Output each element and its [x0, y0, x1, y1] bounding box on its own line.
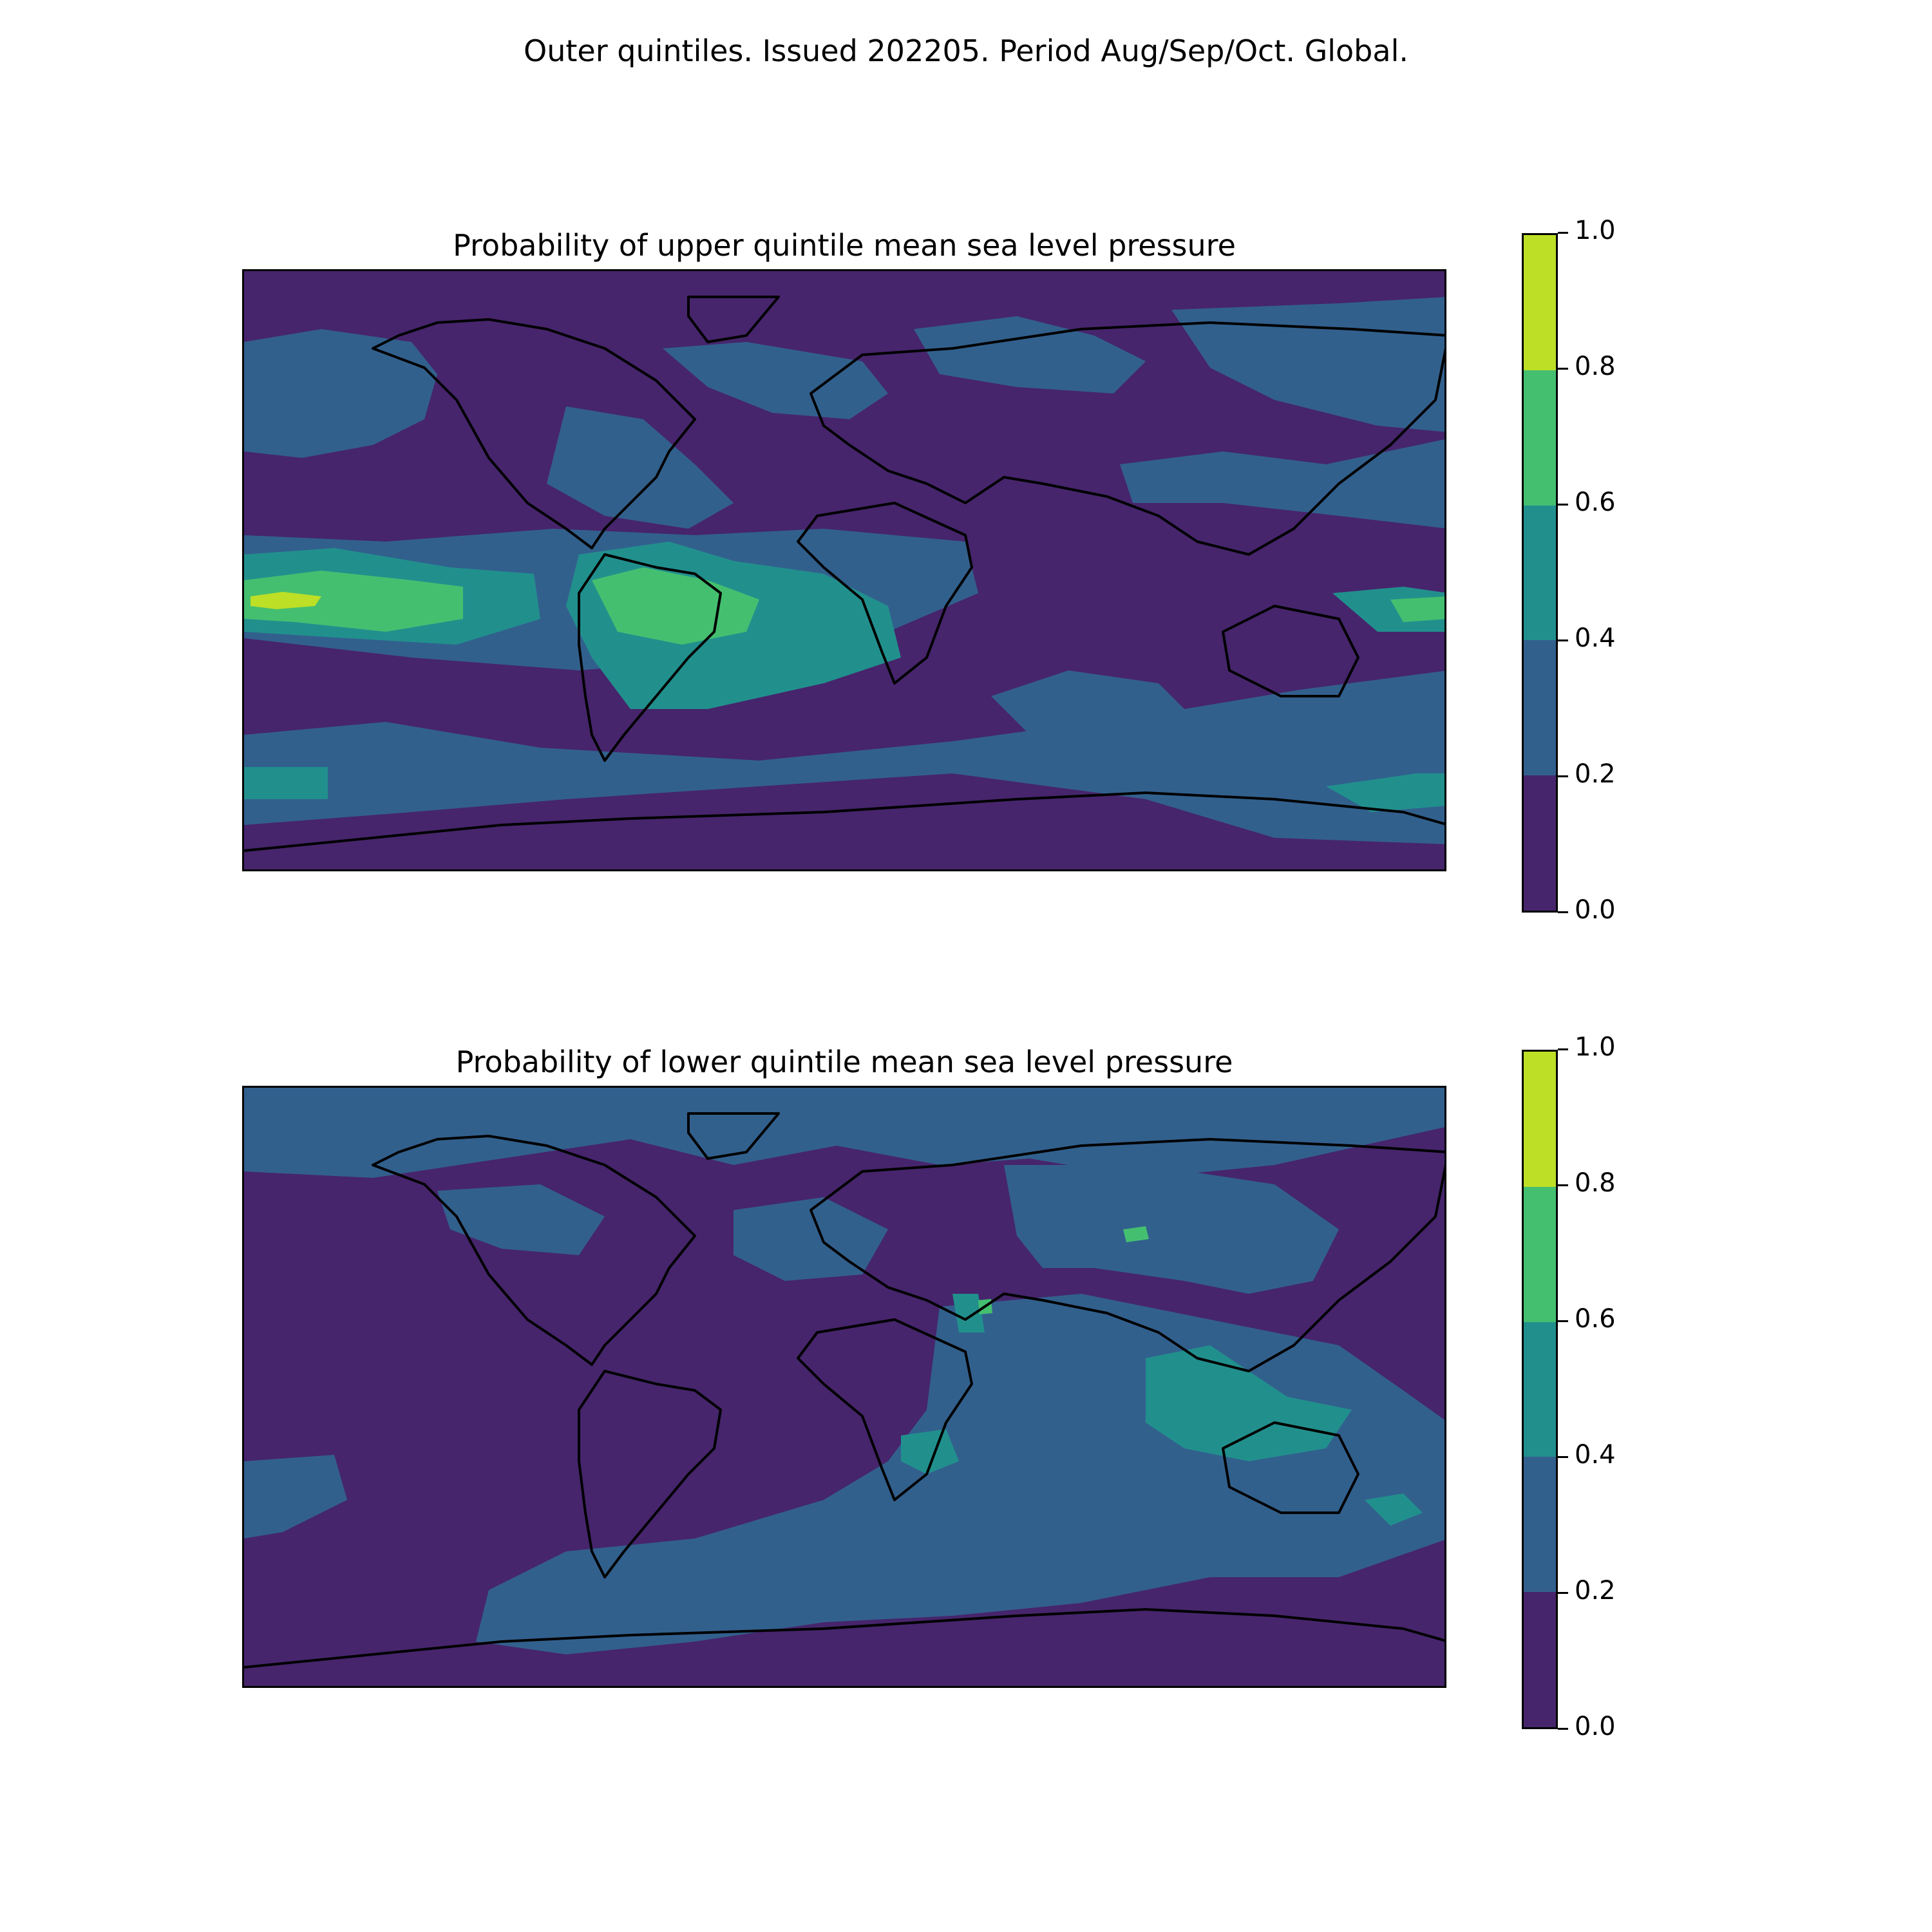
- colorbar-band: [1524, 1457, 1556, 1593]
- colorbar-band: [1524, 1186, 1556, 1322]
- map-canvas-upper: [244, 271, 1444, 869]
- panel-title-lower: Probability of lower quintile mean sea l…: [455, 1045, 1233, 1079]
- map-upper-quintile: [242, 269, 1446, 871]
- colorbar-lower: [1522, 1050, 1558, 1729]
- colorbar-band: [1524, 775, 1556, 911]
- colorbar-band: [1524, 640, 1556, 776]
- colorbar-band: [1524, 1321, 1556, 1457]
- colorbar-band: [1524, 235, 1556, 370]
- colorbar-band: [1524, 505, 1556, 641]
- colorbar-band: [1524, 1052, 1556, 1187]
- map-canvas-lower: [244, 1088, 1444, 1686]
- colorbar-band: [1524, 370, 1556, 506]
- colorbar-upper: [1522, 233, 1558, 913]
- figure-suptitle: Outer quintiles. Issued 202205. Period A…: [524, 33, 1408, 68]
- panel-title-upper: Probability of upper quintile mean sea l…: [453, 228, 1236, 263]
- map-lower-quintile: [242, 1086, 1446, 1688]
- colorbar-band: [1524, 1592, 1556, 1727]
